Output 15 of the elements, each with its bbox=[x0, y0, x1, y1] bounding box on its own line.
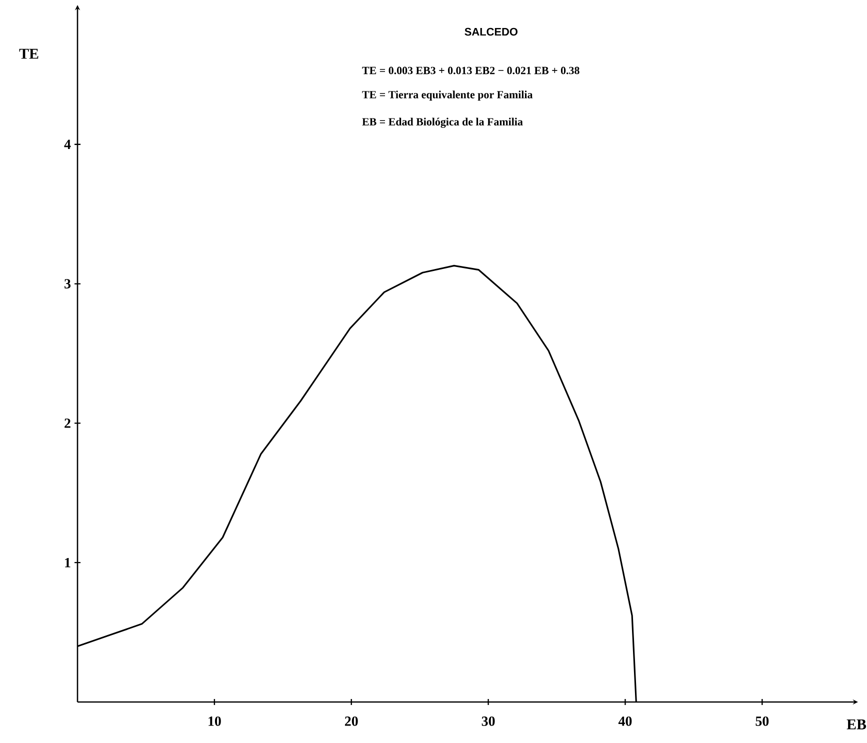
text: SALCEDO bbox=[464, 28, 518, 36]
x-axis-title: EB bbox=[846, 720, 866, 730]
y-tick-label: 4 bbox=[64, 140, 71, 149]
y-tick-label: 3 bbox=[64, 279, 71, 288]
annotation: TE = 0.003 EB3 + 0.013 EB2 − 0.021 EB + 0.38 bbox=[362, 66, 580, 74]
x-tick-label: 30 bbox=[482, 716, 495, 726]
annotation: EB = Edad Biológica de la Familia bbox=[362, 118, 523, 128]
x-tick-label: 40 bbox=[618, 716, 632, 726]
y-axis-title: TE bbox=[19, 48, 38, 59]
annotation: TE = Tierra equivalente por Familia bbox=[362, 90, 533, 101]
x-tick-label: 10 bbox=[208, 716, 221, 726]
x-tick-label: 20 bbox=[344, 716, 358, 726]
x-tick-label: 50 bbox=[756, 716, 769, 726]
y-tick-label: 2 bbox=[64, 418, 70, 428]
y-tick-label: 1 bbox=[65, 558, 70, 568]
